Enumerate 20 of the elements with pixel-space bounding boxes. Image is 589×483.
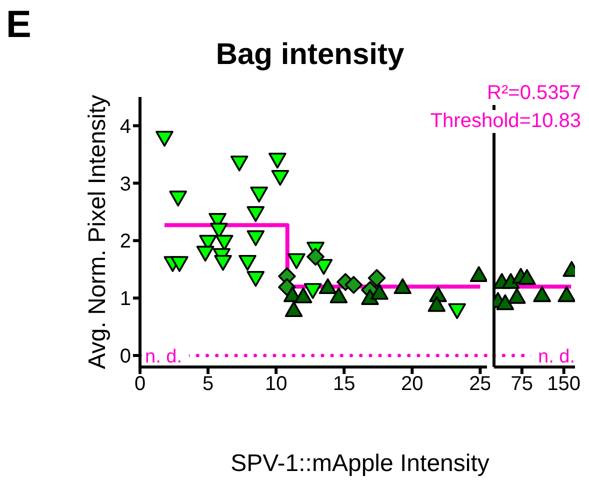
x-tick-label: 5: [202, 373, 214, 396]
chart-title: Bag intensity: [214, 38, 406, 72]
y-tick-label: 2: [120, 230, 131, 253]
ref-line-label: n. d.: [538, 346, 575, 368]
text: E: [6, 4, 32, 47]
x-tick-label: 150: [547, 373, 581, 396]
x-tick-label: 20: [401, 373, 424, 396]
ref-line-label: n. d.: [145, 346, 182, 368]
annotation: R²=0.5357: [487, 82, 581, 105]
y-axis-title: Avg. Norm. Pixel Intensity: [84, 94, 111, 370]
y-tick-label: 3: [120, 173, 131, 196]
y-tick-label: 4: [120, 116, 131, 138]
x-tick-label: 15: [332, 373, 356, 396]
x-tick-label: 75: [510, 373, 534, 396]
y-tick-label: 0: [120, 346, 131, 368]
annotation: Threshold=10.83: [430, 110, 581, 133]
x-tick-label: 10: [264, 373, 288, 396]
x-axis-title: SPV-1::mApple Intensity: [230, 450, 490, 478]
x-tick-label: 0: [134, 373, 146, 396]
y-tick-label: 1: [120, 288, 131, 310]
